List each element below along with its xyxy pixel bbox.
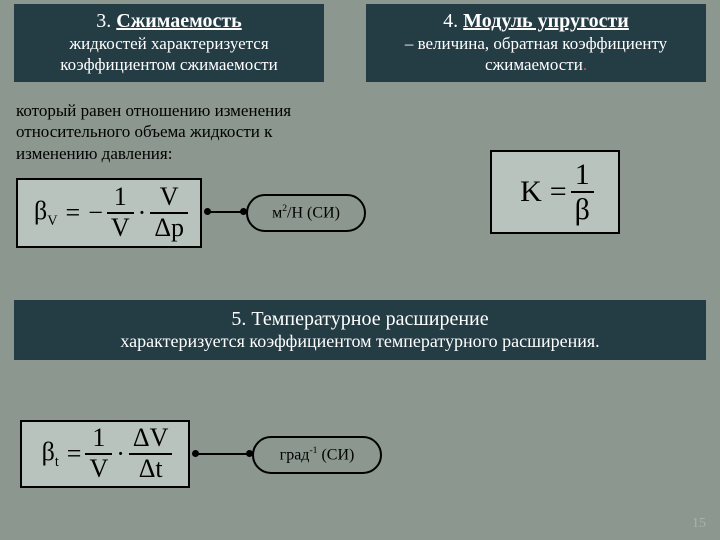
section3-title-line: 3. Сжимаемость: [22, 10, 316, 33]
section4-period: .: [583, 55, 587, 74]
unit2-text: град-1 (СИ): [280, 445, 355, 464]
section4-sub: – величина, обратная коэффициенту сжимае…: [374, 33, 698, 76]
section3-sub: жидкостей характеризуется коэффициентом …: [22, 33, 316, 76]
betaV-frac1: 1 V: [107, 183, 134, 242]
section3-panel: 3. Сжимаемость жидкостей характеризуется…: [14, 4, 324, 82]
section5-panel: 5. Температурное расширение характеризуе…: [14, 300, 706, 360]
section5-title: Температурное расширение: [251, 308, 488, 330]
formula-K-box: K = 1 β: [490, 150, 620, 234]
section5-title-line: 5. Температурное расширение: [24, 308, 696, 331]
formula-betaV: βV = − 1 V · V Δp: [30, 183, 188, 242]
section5-sub: характеризуется коэффициентом температур…: [24, 331, 696, 352]
betaV-dot: ·: [134, 198, 151, 228]
formula-K: K = 1 β: [516, 158, 594, 226]
section4-sub-text: – величина, обратная коэффициенту сжимае…: [405, 34, 667, 74]
connector-line-1: [208, 211, 244, 213]
section4-title: Модуль упругости: [463, 10, 629, 32]
section4-panel: 4. Модуль упругости – величина, обратная…: [366, 4, 706, 82]
K-lhs: K: [516, 175, 546, 209]
betaT-dot: ·: [112, 439, 129, 469]
section3-title: Сжимаемость: [116, 10, 241, 32]
formula-betaT: βt = 1 V · ΔV Δt: [38, 424, 173, 483]
section5-sub-text: характеризуется коэффициентом температур…: [120, 331, 595, 351]
betaT-lhs: βt: [38, 437, 63, 471]
unit1-text: м2/Н (СИ): [272, 203, 340, 222]
section3-number: 3.: [96, 10, 111, 32]
betaV-eq: =: [62, 198, 85, 228]
K-frac: 1 β: [571, 158, 594, 226]
unit-bubble-1: м2/Н (СИ): [246, 194, 366, 232]
section4-number: 4.: [443, 10, 458, 32]
ratio-text: который равен отношению изменения относи…: [16, 100, 346, 164]
page-number: 15: [692, 516, 706, 532]
betaV-lhs: βV: [30, 196, 62, 230]
betaV-frac2: V Δp: [150, 183, 188, 242]
betaT-frac1: 1 V: [85, 424, 112, 483]
betaT-eq: =: [63, 439, 86, 469]
betaV-minus: −: [84, 198, 107, 228]
unit-bubble-2: град-1 (СИ): [252, 436, 382, 474]
section5-number: 5.: [231, 308, 246, 330]
formula-betaT-box: βt = 1 V · ΔV Δt: [20, 420, 190, 488]
section4-title-line: 4. Модуль упругости: [374, 10, 698, 33]
betaT-frac2: ΔV Δt: [129, 424, 173, 483]
connector-line-2: [196, 453, 250, 455]
section5-period: .: [595, 331, 600, 351]
formula-betaV-box: βV = − 1 V · V Δp: [16, 178, 202, 248]
K-eq: =: [546, 175, 571, 209]
